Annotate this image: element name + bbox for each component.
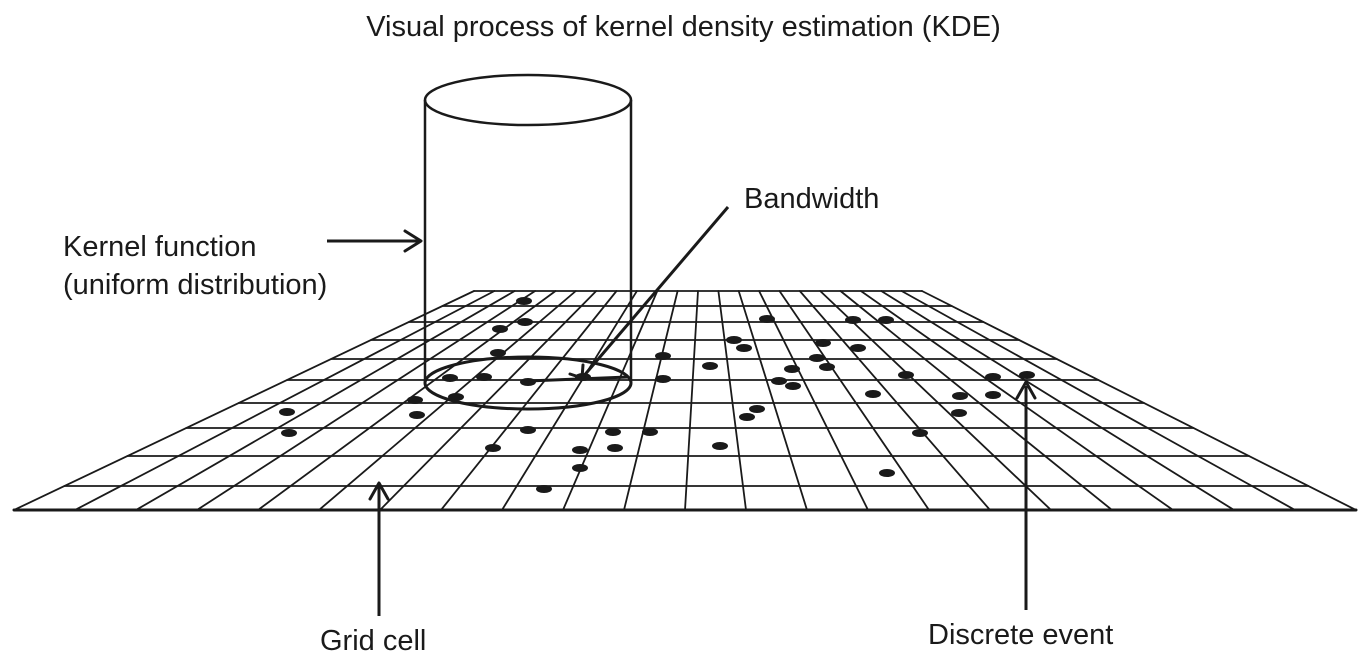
pointers (327, 206, 1028, 616)
grid-column-line (74, 290, 496, 511)
event-dot (476, 373, 492, 381)
grid-column-line (501, 290, 638, 511)
kernel-label-line-2: (uniform distribution) (63, 269, 328, 301)
grid-column-line (717, 290, 747, 511)
event-dot (739, 413, 755, 421)
event-dot (520, 426, 536, 434)
grid-column-line (135, 290, 516, 511)
cylinder-base (423, 355, 633, 411)
event-dot (784, 365, 800, 373)
event-dot (712, 442, 728, 450)
discrete-event-arrowhead (1015, 380, 1037, 400)
event-dot (819, 363, 835, 371)
arrowheads (368, 229, 1037, 501)
event-dot (605, 428, 621, 436)
kernel-function-label: Kernel function (uniform distribution) (63, 228, 327, 304)
event-dot (281, 429, 297, 437)
event-dot (572, 446, 588, 454)
event-dot (898, 371, 914, 379)
grid-plane (12, 290, 1358, 512)
event-dot (702, 362, 718, 370)
event-dot (771, 377, 787, 385)
event-dot (952, 392, 968, 400)
grid-column-line (921, 290, 1357, 511)
event-dot (736, 344, 752, 352)
event-dot (912, 429, 928, 437)
event-dot (865, 390, 881, 398)
diagram-title: Visual process of kernel density estimat… (366, 11, 1001, 43)
grid-column-line (684, 290, 699, 511)
event-dot (985, 391, 1001, 399)
bandwidth-label: Bandwidth (744, 183, 880, 215)
grid-cell-arrowhead (368, 481, 390, 501)
grid-column-line (196, 290, 536, 511)
kernel-cylinder (423, 73, 633, 411)
event-dot (517, 318, 533, 326)
grid-column-line (758, 290, 869, 511)
grid-column-line (880, 290, 1235, 511)
event-dot (485, 444, 501, 452)
event-dot (607, 444, 623, 452)
bandwidth-radius (527, 375, 629, 383)
event-dot (749, 405, 765, 413)
grid-column-line (623, 290, 679, 511)
grid-column-line (778, 290, 930, 511)
event-dot (279, 408, 295, 416)
event-dot (492, 325, 508, 333)
kernel-arrowhead (403, 229, 423, 253)
grid-column-line (819, 290, 1052, 511)
event-dot (655, 352, 671, 360)
grid-column-line (562, 290, 659, 511)
event-dot (442, 374, 458, 382)
discrete-events (279, 297, 1035, 493)
cylinder-top (423, 73, 633, 127)
event-dot (642, 428, 658, 436)
grid-column-line (860, 290, 1174, 511)
grid-column-line (440, 290, 618, 511)
event-dot (409, 411, 425, 419)
grid-column-line (13, 290, 475, 511)
event-dot (951, 409, 967, 417)
event-dot (726, 336, 742, 344)
event-dot (878, 316, 894, 324)
event-dot (785, 382, 801, 390)
event-dot (572, 464, 588, 472)
event-dot (759, 315, 775, 323)
grid-column-line (737, 290, 808, 511)
bandwidth-arrowhead (568, 363, 585, 380)
event-dot (985, 373, 1001, 381)
event-dot (850, 344, 866, 352)
grid-column-line (839, 290, 1113, 511)
grid-column-line (379, 290, 598, 511)
bandwidth-pointer (580, 206, 730, 379)
event-dot (655, 375, 671, 383)
event-dot (809, 354, 825, 362)
grid-cell-label: Grid cell (320, 625, 427, 657)
kernel-label-line-1: Kernel function (63, 231, 257, 263)
event-dot (1019, 371, 1035, 379)
event-dot (516, 297, 532, 305)
event-dot (536, 485, 552, 493)
grid-column-line (798, 290, 991, 511)
event-dot (407, 396, 423, 404)
discrete-event-label: Discrete event (928, 619, 1114, 651)
event-dot (490, 349, 506, 357)
event-dot (845, 316, 861, 324)
event-dot (815, 339, 831, 347)
grid-column-line (900, 290, 1296, 511)
event-dot (879, 469, 895, 477)
